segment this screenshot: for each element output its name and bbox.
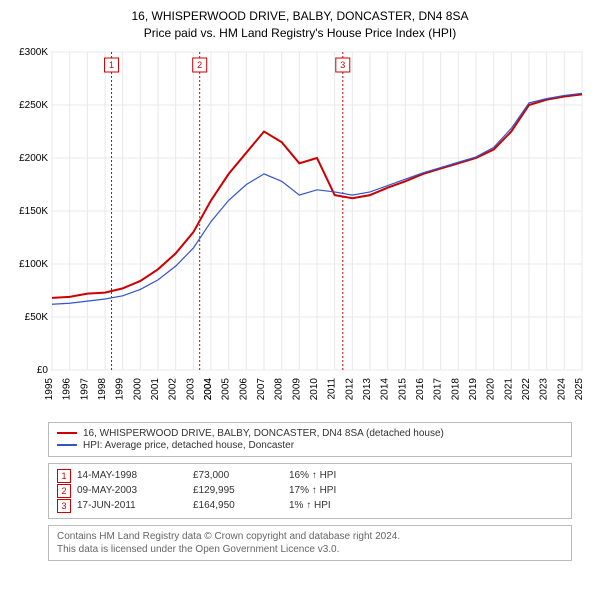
svg-text:2000: 2000 (132, 377, 143, 400)
event-date: 09-MAY-2003 (77, 485, 187, 496)
svg-text:£100K: £100K (19, 259, 48, 270)
svg-text:1: 1 (109, 60, 114, 70)
svg-text:2003: 2003 (185, 377, 196, 400)
event-marker: 3 (57, 499, 71, 513)
chart-svg: £0 £50K £100K £150K £200K £250K £300K 1995 1996 1… (8, 46, 592, 416)
svg-text:2004: 2004 (203, 377, 214, 400)
event-delta: 1% ↑ HPI (289, 500, 331, 511)
svg-text:2012: 2012 (344, 377, 355, 400)
chart-title: 16, WHISPERWOOD DRIVE, BALBY, DONCASTER,… (8, 8, 592, 42)
svg-text:2002: 2002 (168, 377, 179, 400)
svg-text:2010: 2010 (309, 377, 320, 400)
svg-text:2001: 2001 (150, 377, 161, 400)
events-table: 1 14-MAY-1998 £73,000 16% ↑ HPI 2 09-MAY-2003… (48, 463, 572, 519)
svg-text:2024: 2024 (556, 377, 567, 400)
event-delta: 16% ↑ HPI (289, 470, 336, 481)
legend-label: 16, WHISPERWOOD DRIVE, BALBY, DONCASTER,… (83, 428, 444, 439)
svg-text:2: 2 (197, 60, 202, 70)
svg-text:2021: 2021 (503, 377, 514, 400)
svg-text:2011: 2011 (327, 377, 338, 399)
event-date: 14-MAY-1998 (77, 470, 187, 481)
svg-text:3: 3 (340, 60, 345, 70)
svg-text:2025: 2025 (574, 377, 585, 400)
svg-text:£150K: £150K (19, 206, 48, 217)
svg-text:2008: 2008 (274, 377, 285, 400)
event-row: 1 14-MAY-1998 £73,000 16% ↑ HPI (57, 469, 563, 483)
svg-text:2007: 2007 (256, 377, 267, 400)
svg-text:2022: 2022 (521, 377, 532, 400)
legend-row-hpi: HPI: Average price, detached house, Donc… (57, 440, 563, 451)
svg-text:2017: 2017 (433, 377, 444, 400)
svg-text:1995: 1995 (44, 377, 55, 400)
svg-text:2019: 2019 (468, 377, 479, 400)
event-row: 3 17-JUN-2011 £164,950 1% ↑ HPI (57, 499, 563, 513)
svg-text:£300K: £300K (19, 47, 48, 58)
svg-text:2013: 2013 (362, 377, 373, 400)
svg-text:£200K: £200K (19, 153, 48, 164)
event-price: £129,995 (193, 485, 283, 496)
event-row: 2 09-MAY-2003 £129,995 17% ↑ HPI (57, 484, 563, 498)
title-line-2: Price paid vs. HM Land Registry's House … (8, 25, 592, 42)
svg-text:2023: 2023 (539, 377, 550, 400)
svg-text:2006: 2006 (238, 377, 249, 400)
svg-text:£50K: £50K (25, 312, 49, 323)
svg-text:2020: 2020 (486, 377, 497, 400)
svg-text:1998: 1998 (97, 377, 108, 400)
credits-line-1: Contains HM Land Registry data © Crown c… (57, 530, 563, 543)
svg-text:2009: 2009 (291, 377, 302, 400)
title-line-1: 16, WHISPERWOOD DRIVE, BALBY, DONCASTER,… (8, 8, 592, 25)
event-date: 17-JUN-2011 (77, 500, 187, 511)
legend-row-property: 16, WHISPERWOOD DRIVE, BALBY, DONCASTER,… (57, 428, 563, 439)
legend-swatch (57, 432, 77, 434)
svg-text:£250K: £250K (19, 100, 48, 111)
price-chart: £0 £50K £100K £150K £200K £250K £300K 1995 1996 1… (8, 46, 592, 416)
svg-text:1999: 1999 (115, 377, 126, 400)
legend-swatch (57, 444, 77, 446)
credits-line-2: This data is licensed under the Open Gov… (57, 543, 563, 556)
svg-text:2014: 2014 (380, 377, 391, 400)
credits: Contains HM Land Registry data © Crown c… (48, 525, 572, 561)
event-delta: 17% ↑ HPI (289, 485, 336, 496)
event-price: £73,000 (193, 470, 283, 481)
legend-label: HPI: Average price, detached house, Donc… (83, 440, 294, 451)
event-marker: 1 (57, 469, 71, 483)
event-price: £164,950 (193, 500, 283, 511)
svg-text:2005: 2005 (221, 377, 232, 400)
svg-text:£0: £0 (37, 365, 49, 376)
svg-text:2016: 2016 (415, 377, 426, 400)
svg-text:2018: 2018 (450, 377, 461, 400)
legend: 16, WHISPERWOOD DRIVE, BALBY, DONCASTER,… (48, 422, 572, 457)
svg-text:2015: 2015 (397, 377, 408, 400)
event-marker: 2 (57, 484, 71, 498)
svg-text:1996: 1996 (62, 377, 73, 400)
svg-text:1997: 1997 (79, 377, 90, 400)
